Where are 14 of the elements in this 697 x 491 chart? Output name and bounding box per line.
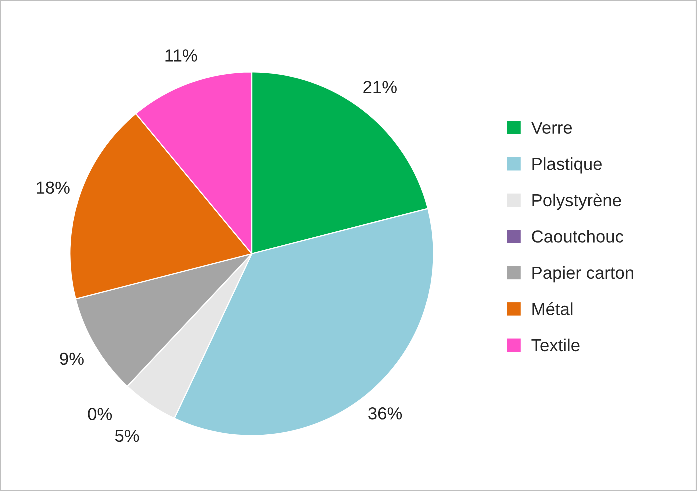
- text: 0%: [88, 408, 112, 420]
- data-label: 18%: [37, 182, 70, 194]
- data-label: 5%: [115, 430, 140, 442]
- legend-label: Métal: [532, 302, 573, 316]
- legend-label: Verre: [531, 122, 572, 134]
- data-label: 36%: [368, 408, 402, 420]
- data-label: 21%: [364, 81, 397, 94]
- data-label: 9%: [60, 352, 84, 366]
- legend-label: Polystyrène: [532, 194, 622, 210]
- legend-label: Textile: [532, 338, 580, 352]
- legend-label: Papier carton: [532, 266, 634, 283]
- legend-label: Plastique: [532, 158, 602, 174]
- data-label: 11%: [166, 50, 198, 62]
- legend-label: Caoutchouc: [532, 230, 624, 243]
